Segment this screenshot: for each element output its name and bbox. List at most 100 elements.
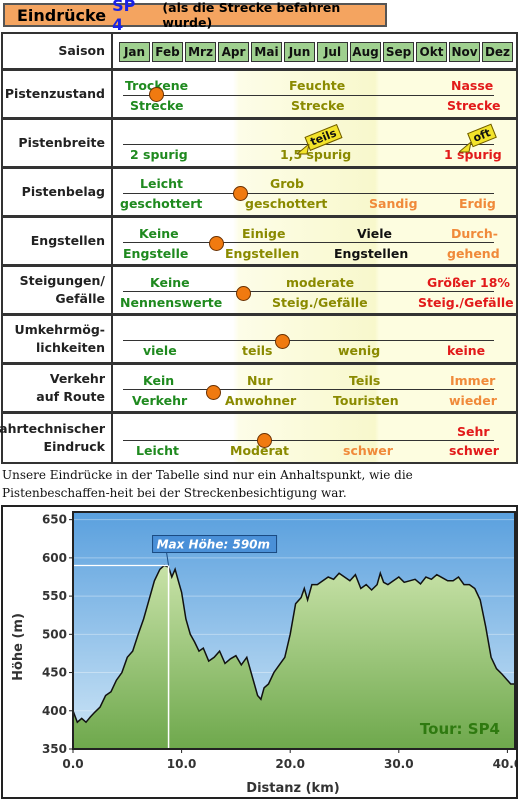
elevation-chart: Max Höhe: 590m 350 400 450 500 550 600 650 0.0 10… [1, 505, 520, 799]
x-tick-label: 10.0 [167, 757, 197, 771]
option-text: Viele [357, 226, 392, 241]
option-text: wenig [338, 343, 381, 358]
option-text: Strecke [130, 98, 184, 113]
month-feb: Feb [152, 42, 183, 62]
option-text: Moderat [230, 443, 290, 458]
row-umkehr: Umkehrmög-lichkeiten viele teils wenig k… [1, 314, 518, 364]
option-text: Keine [150, 275, 190, 290]
option-text: Nasse [451, 78, 494, 93]
option-text: Steig./Gefälle [418, 295, 514, 310]
title-subtitle: (als die Strecke befahren wurde) [162, 0, 341, 30]
row-eindruck: Fahrtechnischer Eindruck Leicht Moderat s… [0, 412, 518, 464]
row-label: Fahrtechnischer Eindruck [0, 414, 113, 462]
option-text: geschottert [245, 196, 328, 211]
option-text: schwer [343, 443, 393, 458]
option-text: Einige [242, 226, 286, 241]
month-mrz: Mrz [185, 42, 216, 62]
season-row: Saison Jan Feb Mrz Apr Mai Jun Jul Aug S… [1, 32, 518, 70]
title-prefix: Eindrücke [17, 5, 107, 25]
month-apr: Apr [218, 42, 249, 62]
impressions-table: Saison Jan Feb Mrz Apr Mai Jun Jul Aug S… [0, 32, 518, 465]
option-text: Teils [349, 373, 381, 388]
row-pistenbreite: Pistenbreite 2 spurig 1,5 spurig 1 spuri… [1, 118, 518, 168]
x-tick-label: 40.0 [493, 757, 516, 771]
option-text: Keine [139, 226, 179, 241]
y-tick-label: 550 [42, 589, 67, 603]
option-text: Trockene [125, 78, 189, 93]
option-text: viele [143, 343, 177, 358]
row-label: Steigungen/Gefälle [3, 267, 113, 313]
option-text: Größer 18% [427, 275, 510, 290]
y-tick-label: 350 [42, 742, 67, 756]
max-label-box [152, 535, 278, 554]
row-label-line: Verkehr [49, 370, 105, 386]
elevation-area [73, 565, 515, 749]
table-note: Unsere Eindrücke in der Tabelle sind nur… [2, 468, 413, 500]
month-jun: Jun [284, 42, 315, 62]
option-text: Erdig [459, 196, 496, 211]
option-text: Strecke [447, 98, 501, 113]
row-label: Pistenbreite [3, 120, 113, 166]
option-text: Touristen [333, 393, 399, 408]
row-label-line: lichkeiten [36, 340, 105, 355]
month-jul: Jul [317, 42, 348, 62]
y-tick-label: 650 [42, 513, 67, 527]
y-axis-title: Höhe (m) [11, 613, 26, 681]
elevation-line [72, 564, 515, 724]
option-text: Sehr [457, 424, 490, 439]
option-text: 1 spurig [444, 147, 502, 162]
option-text: Steig./Gefälle [272, 295, 368, 310]
option-text: Kein [143, 373, 175, 388]
row-label: Umkehrmög-lichkeiten [3, 316, 113, 362]
arrow-icon [459, 142, 472, 153]
month-nov: Nov [449, 42, 480, 62]
row-label: Pistenbelag [3, 169, 113, 215]
row-pistenzustand: Pistenzustand Trockene Strecke Feuchte S… [1, 69, 518, 119]
month-dez: Dez [482, 42, 513, 62]
option-text: moderate [286, 275, 355, 290]
row-engstellen: Engstellen Keine Engstelle Einige Engste… [1, 216, 518, 266]
rating-marker [206, 385, 221, 400]
season-label: Saison [3, 34, 113, 68]
rating-marker [236, 286, 251, 301]
option-text: Grob [270, 176, 304, 191]
rating-marker [233, 186, 248, 201]
option-text: Strecke [291, 98, 345, 113]
route-code: SP 4 [112, 0, 136, 34]
row-pistenbelag: Pistenbelag Leicht geschottert Grob gesc… [1, 167, 518, 217]
x-tick-label: 30.0 [384, 757, 414, 771]
y-tick-label: 600 [42, 551, 67, 565]
rating-marker [149, 87, 164, 102]
option-text: Leicht [140, 176, 184, 191]
option-text: schwer [449, 443, 499, 458]
option-text: 2 spurig [130, 147, 188, 162]
row-label-line: Steigungen/ [19, 272, 105, 288]
rating-marker [275, 334, 290, 349]
option-text: Immer [450, 373, 496, 388]
month-aug: Aug [350, 42, 381, 62]
elevation-svg: Max Höhe: 590m 350 400 450 500 550 600 650 0.0 10… [11, 511, 520, 796]
rating-marker [257, 433, 272, 448]
row-steigungen: Steigungen/Gefälle Keine Nennenswerte mo… [1, 265, 518, 315]
max-label-pointer [166, 552, 170, 566]
y-tick-label: 400 [42, 704, 67, 718]
row-label-line: Fahrtechnischer [0, 420, 105, 436]
option-text: Engstellen [225, 246, 300, 261]
option-text: Nur [247, 373, 273, 388]
option-text: Leicht [136, 443, 180, 458]
arrow-icon [297, 144, 310, 155]
month-sep: Sep [383, 42, 414, 62]
x-axis-title: Distanz (km) [246, 781, 339, 796]
option-text: Feuchte [289, 78, 346, 93]
row-verkehr: Verkehr auf Route Kein Verkehr Nur Anwohn… [1, 363, 518, 413]
x-tick-label: 20.0 [275, 757, 305, 771]
option-text: teils [242, 343, 273, 358]
option-text: keine [447, 343, 486, 358]
row-label-line: auf Route [36, 389, 105, 404]
row-label-line: Eindruck [43, 439, 105, 454]
option-text: wieder [449, 393, 497, 408]
plot-frame [72, 511, 516, 750]
option-text: Sandig [369, 196, 418, 211]
rating-marker [209, 236, 224, 251]
month-jan: Jan [119, 42, 150, 62]
